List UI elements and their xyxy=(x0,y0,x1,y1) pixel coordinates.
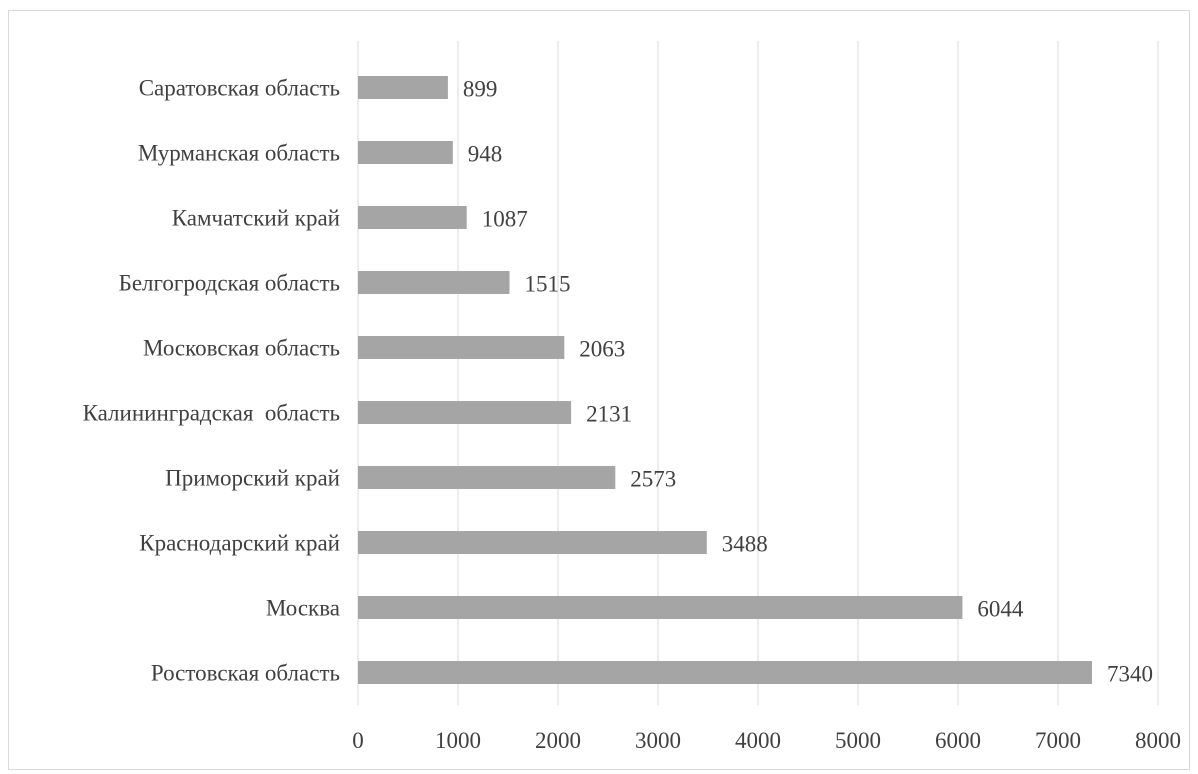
bar xyxy=(358,336,565,359)
bar xyxy=(358,76,448,99)
data-label: 2131 xyxy=(586,402,632,427)
category-label: Калининградская область xyxy=(83,401,340,426)
x-tick-label: 4000 xyxy=(735,728,781,753)
x-tick-label: 7000 xyxy=(1035,728,1081,753)
grid-layer xyxy=(357,41,1159,705)
bar xyxy=(358,596,963,619)
data-label: 3488 xyxy=(722,532,768,557)
x-tick-label: 8000 xyxy=(1135,728,1181,753)
bar xyxy=(358,401,572,424)
category-label: Приморский край xyxy=(165,466,340,491)
x-tick-label: 3000 xyxy=(635,728,681,753)
bar xyxy=(358,466,616,489)
bar-chart: Саратовская область 899 Мурманская область… xyxy=(83,41,1181,753)
data-label: 1515 xyxy=(525,272,571,297)
category-label: Ростовская область xyxy=(151,661,340,686)
bar-layer xyxy=(358,76,1092,684)
category-label: Москва xyxy=(266,596,340,621)
x-tick-label: 0 xyxy=(352,728,364,753)
category-label: Саратовская область xyxy=(139,76,340,101)
data-label: 2063 xyxy=(579,337,625,362)
x-tick-label: 6000 xyxy=(935,728,981,753)
bar xyxy=(358,531,707,554)
data-label: 948 xyxy=(468,142,503,167)
label-layer: Саратовская область 899 Мурманская область… xyxy=(83,76,1153,687)
category-label: Камчатский край xyxy=(172,206,340,231)
chart-frame: Саратовская область 899 Мурманская область… xyxy=(8,10,1190,770)
x-tick-label: 1000 xyxy=(435,728,481,753)
category-label: Белгогродская область xyxy=(119,271,340,296)
data-label: 2573 xyxy=(630,467,676,492)
x-tick-label: 5000 xyxy=(835,728,881,753)
data-label: 7340 xyxy=(1107,662,1153,687)
category-label: Мурманская область xyxy=(138,141,340,166)
bar xyxy=(358,206,467,229)
bar xyxy=(358,661,1092,684)
bar xyxy=(358,271,510,294)
tick-layer: 0 1000 2000 3000 4000 5000 6000 7000 8000 xyxy=(352,728,1181,753)
x-tick-label: 2000 xyxy=(535,728,581,753)
category-label: Московская область xyxy=(143,336,340,361)
category-label: Краснодарский край xyxy=(139,531,340,556)
data-label: 899 xyxy=(463,77,498,102)
data-label: 1087 xyxy=(482,207,528,232)
data-label: 6044 xyxy=(977,597,1024,622)
bar xyxy=(358,141,453,164)
